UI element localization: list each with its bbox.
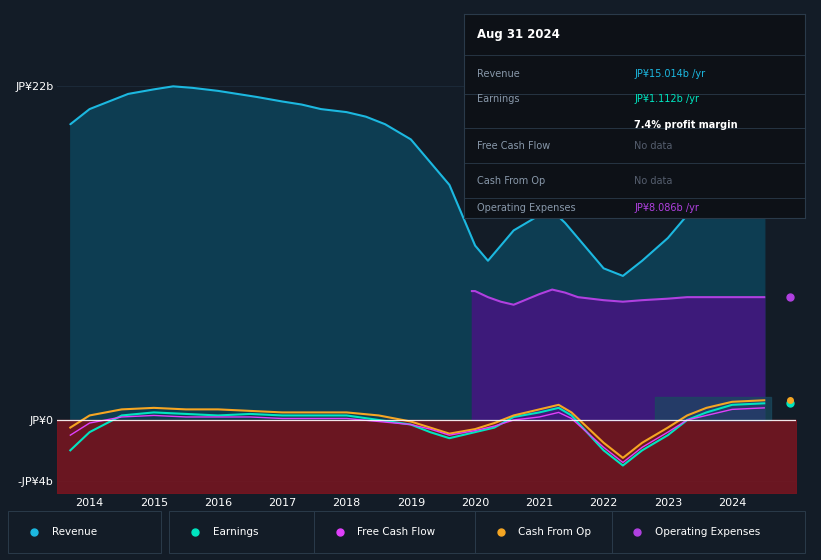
Text: JP¥15.014b /yr: JP¥15.014b /yr [635, 69, 705, 80]
Text: No data: No data [635, 141, 672, 151]
Text: Operating Expenses: Operating Expenses [655, 527, 760, 537]
Text: Cash From Op: Cash From Op [478, 176, 546, 185]
Text: Operating Expenses: Operating Expenses [478, 203, 576, 213]
Text: Revenue: Revenue [478, 69, 521, 80]
Text: Free Cash Flow: Free Cash Flow [478, 141, 551, 151]
Text: JP¥1.112b /yr: JP¥1.112b /yr [635, 94, 699, 104]
Text: Cash From Op: Cash From Op [518, 527, 591, 537]
Text: No data: No data [635, 176, 672, 185]
Text: JP¥8.086b /yr: JP¥8.086b /yr [635, 203, 699, 213]
Text: Earnings: Earnings [213, 527, 258, 537]
Text: 7.4% profit margin: 7.4% profit margin [635, 120, 738, 130]
Text: Revenue: Revenue [52, 527, 97, 537]
Text: Free Cash Flow: Free Cash Flow [357, 527, 435, 537]
Text: Earnings: Earnings [478, 94, 520, 104]
Text: Aug 31 2024: Aug 31 2024 [478, 29, 561, 41]
